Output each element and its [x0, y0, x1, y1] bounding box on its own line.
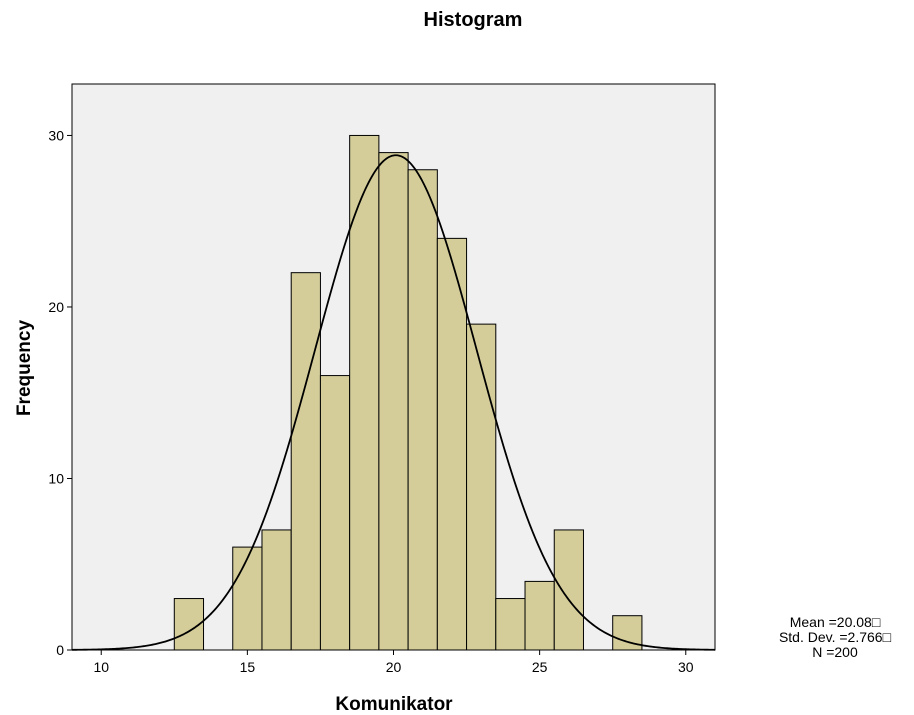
histogram-bar — [436, 237, 468, 651]
stats-box: Mean =20.08□ Std. Dev. =2.766□ N =200 — [760, 615, 910, 660]
normal-curve — [71, 154, 716, 651]
stats-std-dev: Std. Dev. =2.766□ — [778, 629, 892, 645]
histogram-bar — [378, 152, 409, 651]
x-tick-label: 15 — [240, 659, 256, 675]
stats-n: N =200 — [812, 644, 858, 660]
histogram-bar — [261, 529, 292, 651]
chart-title: Histogram — [424, 9, 523, 31]
histogram-bar — [466, 323, 497, 651]
histogram-bar — [407, 169, 438, 651]
x-tick-label: 30 — [678, 659, 694, 675]
y-tick-label: 30 — [48, 127, 64, 143]
y-axis-title: Frequency — [14, 320, 35, 417]
histogram-bar — [232, 546, 263, 651]
x-tick-label: 10 — [93, 659, 109, 675]
stats-mean: Mean =20.08□ — [789, 614, 881, 630]
histogram-bar — [495, 598, 526, 651]
histogram-bar — [290, 272, 321, 651]
histogram-bar — [349, 134, 380, 651]
histogram-bar — [553, 529, 584, 651]
y-tick-label: 0 — [56, 642, 64, 658]
histogram-bar — [319, 375, 351, 651]
x-tick-label: 20 — [386, 659, 402, 675]
y-tick-label: 20 — [48, 299, 64, 315]
y-tick-label: 10 — [48, 470, 64, 486]
x-tick-label: 25 — [532, 659, 548, 675]
x-axis-title: Komunikator — [335, 694, 453, 715]
histogram-bar — [524, 580, 555, 651]
